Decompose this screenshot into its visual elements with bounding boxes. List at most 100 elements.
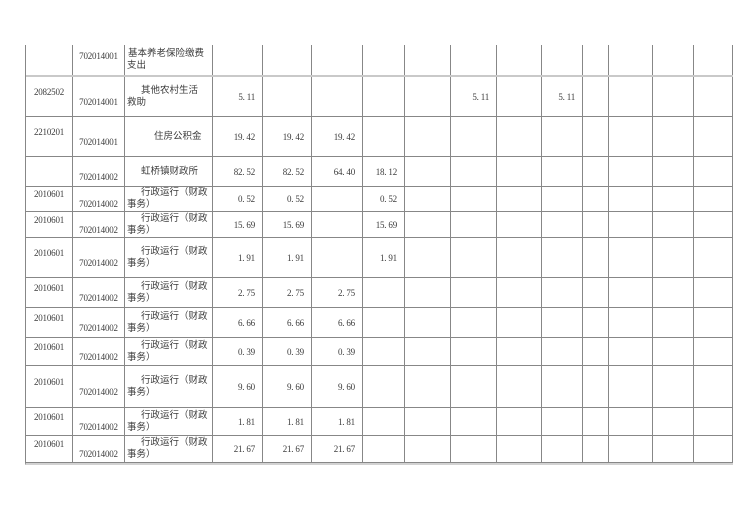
table-cell-value — [451, 238, 497, 277]
category-code-text: 2010601 — [33, 411, 65, 422]
value-text: 0. 52 — [379, 194, 397, 204]
table-cell-value — [583, 308, 609, 337]
table-row: 2210201 702014001 住房公积金 19. 42 19. 42 19. 42 — [26, 117, 733, 157]
table-cell-item-name: 行政运行（财政 事务） — [125, 238, 213, 277]
table-cell-value — [694, 408, 733, 435]
table-cell-value — [653, 308, 694, 337]
table-cell-subject-code: 702014002 — [73, 338, 125, 365]
category-code-text: 2010601 — [33, 439, 65, 449]
table-cell-value — [213, 45, 263, 75]
table-cell-value — [694, 157, 733, 186]
table-cell-value: 2. 75 — [312, 278, 363, 307]
table-cell-value — [609, 436, 653, 462]
table-row: 2010601 702014002 行政运行（财政 事务） 9. 60 9. 60 9. 6… — [26, 366, 733, 408]
value-text: 19. 42 — [233, 131, 256, 142]
value-text: 0. 39 — [286, 346, 304, 357]
table-cell-value — [405, 187, 451, 211]
table-row: 2010601 702014002 行政运行（财政 事务） 0. 52 0. 52 0. 5… — [26, 187, 733, 212]
item-name-line: 行政运行（财政 — [141, 311, 208, 322]
table-cell-value — [653, 157, 694, 186]
value-text: 82. 52 — [282, 166, 305, 177]
item-name-line: 事务） — [127, 387, 156, 398]
table-cell-value — [497, 45, 542, 75]
table-cell-value — [609, 187, 653, 211]
table-cell-value — [653, 212, 694, 237]
table-cell-value — [609, 77, 653, 116]
table-cell-value: 15. 69 — [363, 212, 405, 237]
item-name-line: 行政运行（财政 — [141, 340, 208, 351]
category-code-text: 2210201 — [33, 126, 65, 137]
table-row: 2010601 702014002 行政运行（财政 事务） 0. 39 0. 39 0. 3… — [26, 338, 733, 366]
table-cell-value — [542, 308, 583, 337]
table-cell-value — [497, 278, 542, 307]
table-cell-value — [542, 366, 583, 407]
table-cell-value — [583, 238, 609, 277]
table-cell-value — [451, 436, 497, 462]
subject-code-text: 702014001 — [79, 136, 118, 147]
table-cell-item-name: 行政运行（财政 事务） — [125, 278, 213, 307]
table-cell-value — [583, 157, 609, 186]
table-cell-value — [405, 308, 451, 337]
table-cell-subject-code: 702014002 — [73, 157, 125, 186]
value-text: 21. 67 — [282, 444, 305, 454]
table-cell-value — [312, 45, 363, 75]
table-cell-subject-code: 702014002 — [73, 308, 125, 337]
table-cell-value — [609, 238, 653, 277]
table-cell-value — [451, 366, 497, 407]
table-row: 2010601 702014002 行政运行（财政 事务） 6. 66 6. 66 6. 6… — [26, 308, 733, 338]
table-cell-value — [542, 117, 583, 156]
table-cell-value — [694, 77, 733, 116]
table-cell-value — [542, 436, 583, 462]
item-name-line: 事务） — [127, 422, 156, 433]
table-cell-item-name: 行政运行（财政 事务） — [125, 308, 213, 337]
table-cell-value — [451, 212, 497, 237]
table-cell-value — [694, 308, 733, 337]
table-cell-value — [583, 117, 609, 156]
table-cell-value — [497, 187, 542, 211]
table-cell-value — [405, 338, 451, 365]
value-text: 15. 69 — [282, 219, 305, 230]
table-cell-item-name: 虹桥镇财政所 — [125, 157, 213, 186]
value-text: 1. 91 — [237, 252, 255, 263]
table-cell-value — [405, 45, 451, 75]
table-cell-value: 19. 42 — [263, 117, 312, 156]
subject-code-text: 702014002 — [79, 171, 118, 182]
table-cell-value — [451, 157, 497, 186]
table-cell-category-code: 2010601 — [26, 338, 73, 365]
table-cell-value — [609, 408, 653, 435]
table-cell-value: 18. 12 — [363, 157, 405, 186]
table-cell-category-code: 2210201 — [26, 117, 73, 156]
table-cell-value — [405, 366, 451, 407]
subject-code-text: 702014002 — [79, 257, 118, 268]
table-cell-value — [542, 212, 583, 237]
value-text: 5. 11 — [558, 91, 575, 102]
table-cell-value — [497, 436, 542, 462]
table-cell-value — [542, 408, 583, 435]
value-text: 82. 52 — [233, 166, 256, 177]
table-cell-value: 2. 75 — [263, 278, 312, 307]
table-cell-category-code: 2010601 — [26, 278, 73, 307]
item-name-line: 事务） — [127, 352, 156, 363]
value-text: 1. 81 — [337, 416, 355, 427]
value-text: 9. 60 — [286, 381, 304, 392]
table-cell-value: 21. 67 — [263, 436, 312, 462]
table-cell-value — [497, 157, 542, 186]
value-text: 2. 75 — [337, 287, 355, 298]
table-cell-value — [405, 212, 451, 237]
table-cell-value: 6. 66 — [213, 308, 263, 337]
table-row: 702014001 基本养老保险缴费 支出 — [26, 45, 733, 77]
value-text: 6. 66 — [286, 317, 304, 328]
table-cell-value — [451, 408, 497, 435]
table-cell-value — [312, 77, 363, 116]
value-text: 19. 42 — [333, 131, 356, 142]
table-cell-value: 5. 11 — [451, 77, 497, 116]
table-cell-value — [542, 238, 583, 277]
table-cell-value — [451, 117, 497, 156]
table-cell-item-name: 行政运行（财政 事务） — [125, 436, 213, 462]
table-row: 2010601 702014002 行政运行（财政 事务） 1. 91 1. 91 1. 9… — [26, 238, 733, 278]
value-text: 2. 75 — [286, 287, 304, 298]
item-name-line: 救助 — [127, 97, 147, 108]
table-cell-value: 6. 66 — [263, 308, 312, 337]
value-text: 1. 81 — [237, 416, 255, 427]
table-cell-value: 64. 40 — [312, 157, 363, 186]
